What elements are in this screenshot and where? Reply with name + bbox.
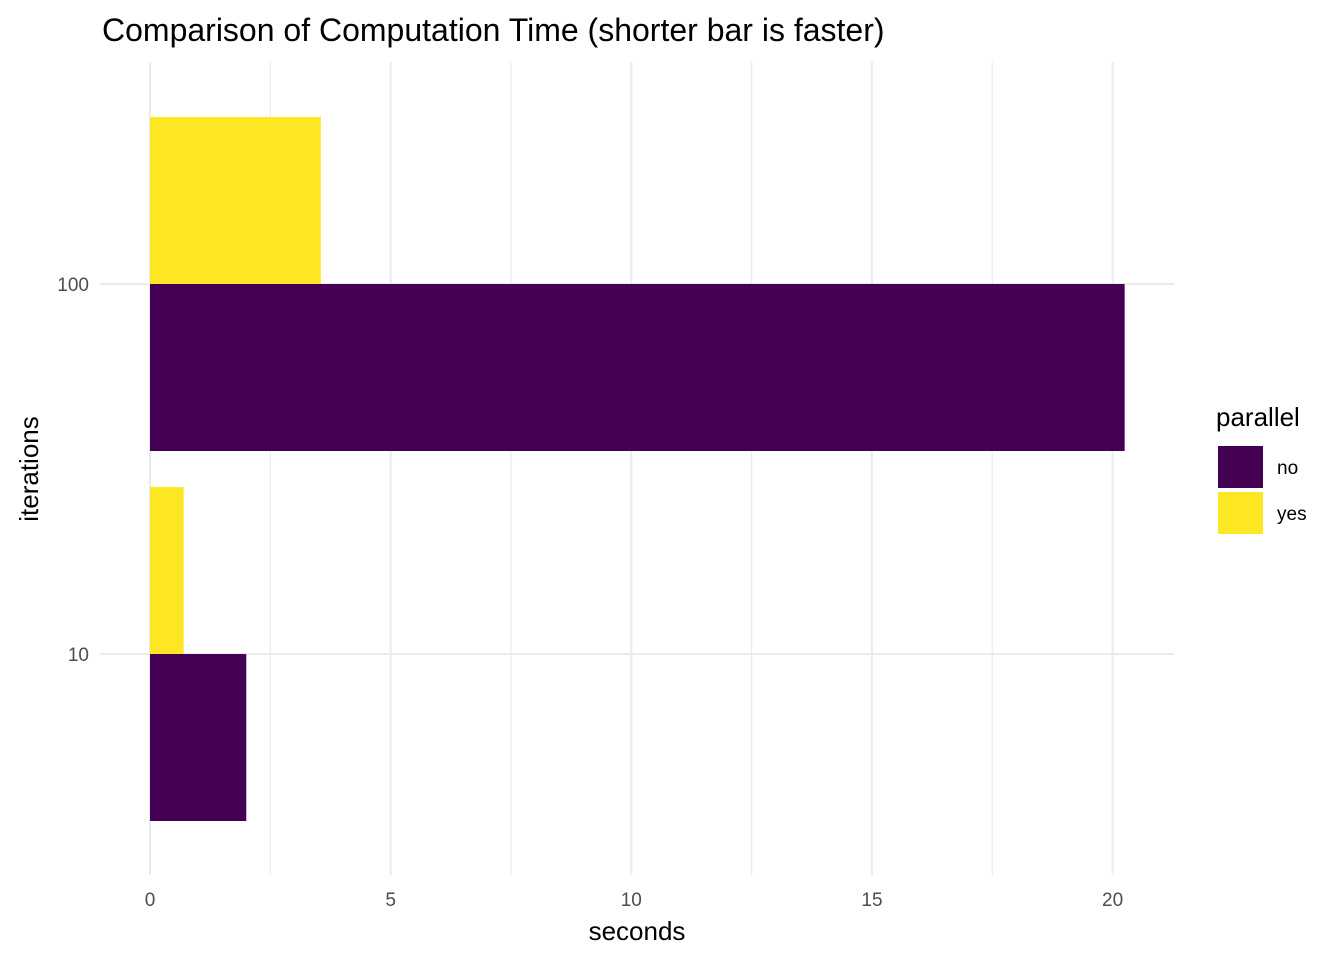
legend-key-yes (1218, 492, 1263, 534)
y-tick-label: 10 (68, 645, 89, 666)
x-axis-title: seconds (589, 916, 686, 946)
legend-label-no: no (1277, 458, 1298, 479)
bar-yes-10 (150, 487, 184, 654)
bar-yes-100 (150, 117, 321, 284)
x-tick-label: 5 (385, 890, 396, 911)
bar-no-10 (150, 654, 247, 821)
bar-no-100 (150, 284, 1125, 451)
bars (150, 117, 1125, 821)
y-axis-title: iterations (14, 416, 44, 522)
y-axis-ticks: 10 100 (57, 275, 89, 666)
legend-key-no (1218, 446, 1263, 488)
legend-title: parallel (1216, 402, 1300, 432)
x-axis-ticks: 0 5 10 15 20 (145, 890, 1123, 911)
x-tick-label: 0 (145, 890, 156, 911)
x-tick-label: 10 (621, 890, 642, 911)
chart-title: Comparison of Computation Time (shorter … (102, 12, 885, 48)
y-tick-label: 100 (57, 275, 89, 296)
legend-label-yes: yes (1277, 504, 1307, 525)
legend: parallel no yes (1216, 402, 1307, 534)
x-tick-label: 20 (1102, 890, 1123, 911)
x-tick-label: 15 (861, 890, 882, 911)
